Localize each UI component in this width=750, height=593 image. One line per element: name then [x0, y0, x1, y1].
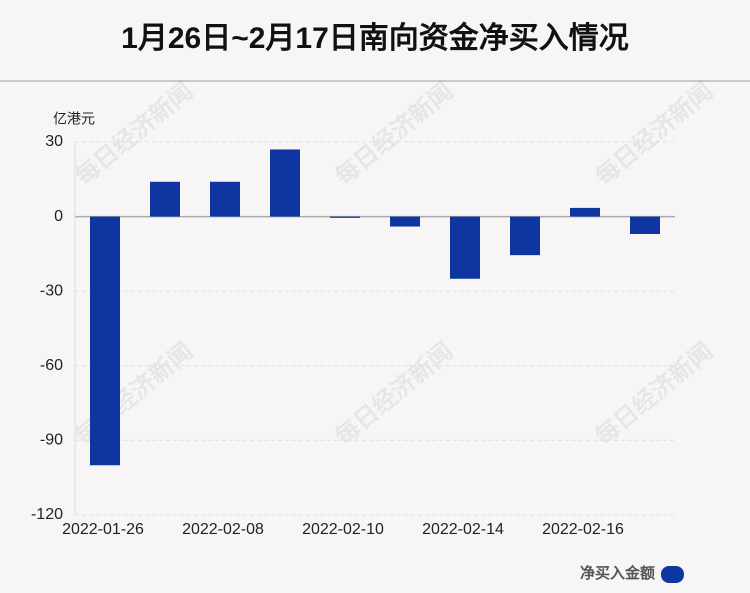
legend-label: 净买入金额 [580, 564, 655, 582]
chart-title: 1月26日~2月17日南向资金净买入情况 [121, 21, 629, 55]
y-tick-label: -60 [40, 357, 63, 374]
bar [570, 207, 600, 217]
x-tick-label: 2022-02-08 [182, 521, 264, 538]
bar [330, 216, 360, 218]
bar [450, 216, 480, 279]
x-tick-label: 2022-02-10 [302, 521, 384, 538]
y-tick-label: -120 [31, 506, 63, 523]
bar [270, 149, 300, 217]
bar [510, 216, 540, 256]
x-tick-label: 2022-02-16 [542, 521, 624, 538]
y-tick-label: 30 [45, 133, 63, 150]
bar [90, 216, 120, 466]
bar [150, 181, 180, 217]
x-tick-label: 2022-02-14 [422, 521, 504, 538]
y-tick-label: -90 [40, 432, 63, 449]
bar [630, 216, 660, 235]
y-tick-label: 0 [54, 208, 63, 225]
bar [210, 181, 240, 217]
y-tick-label: -30 [40, 282, 63, 299]
legend-swatch [661, 566, 684, 583]
y-axis-label: 亿港元 [53, 111, 95, 127]
x-tick-label: 2022-01-26 [62, 521, 144, 538]
bar [390, 216, 420, 227]
